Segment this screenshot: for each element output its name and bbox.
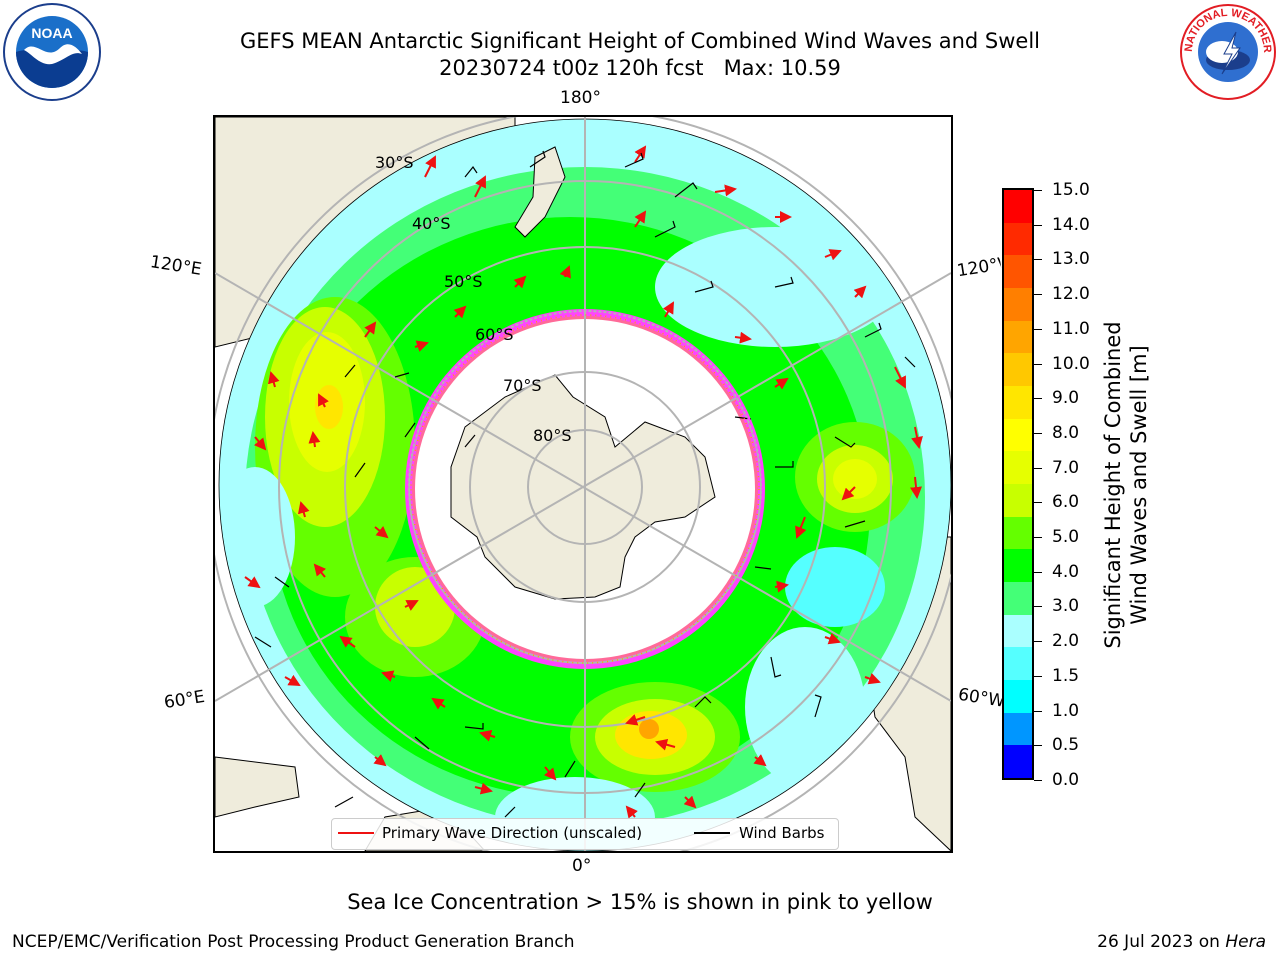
wind-barbs <box>254 150 916 818</box>
lat-label-70s: 70°S <box>503 376 542 395</box>
colorbar-segment <box>1004 614 1032 648</box>
colorbar-tick-label: 3.0 <box>1052 596 1080 617</box>
lat-label-30s: 30°S <box>375 153 414 172</box>
colorbar-segment <box>1004 647 1032 681</box>
colorbar-segment <box>1004 712 1032 746</box>
lon-label-60w: 60°W <box>956 684 1004 712</box>
colorbar-segment <box>1004 680 1032 713</box>
colorbar-tick-mark <box>1034 328 1042 330</box>
lon-label-0: 0° <box>572 856 592 876</box>
colorbar-tick-mark <box>1034 363 1042 365</box>
lon-label-120w: 120°W <box>955 254 1003 282</box>
colorbar-segment <box>1004 516 1032 550</box>
colorbar-tick-label: 2.0 <box>1052 631 1080 652</box>
colorbar-tick-label: 1.5 <box>1052 665 1080 686</box>
colorbar-tick-mark <box>1034 502 1042 504</box>
footer-credit: NCEP/EMC/Verification Post Processing Pr… <box>12 932 575 952</box>
lon-label-120e: 120°E <box>148 252 203 280</box>
colorbar-tick-mark <box>1034 224 1042 226</box>
polar-map <box>215 117 951 851</box>
colorbar-tick-mark <box>1034 467 1042 469</box>
colorbar-tick-mark <box>1034 675 1042 677</box>
colorbar-tick-label: 11.0 <box>1052 318 1090 339</box>
colorbar-segment <box>1004 549 1032 583</box>
colorbar-tick-mark <box>1034 571 1042 573</box>
colorbar-segment <box>1004 418 1032 452</box>
colorbar-segment <box>1004 320 1032 354</box>
colorbar-tick-mark <box>1034 710 1042 712</box>
colorbar-tick-label: 6.0 <box>1052 492 1080 513</box>
sea-ice-note: Sea Ice Concentration > 15% is shown in … <box>347 890 933 914</box>
colorbar-segment <box>1004 451 1032 485</box>
colorbar-tick-label: 0.5 <box>1052 735 1080 756</box>
colorbar-segment <box>1004 353 1032 387</box>
colorbar-tick-mark <box>1034 294 1042 296</box>
colorbar-tick-mark <box>1034 190 1042 191</box>
colorbar-tick-label: 4.0 <box>1052 561 1080 582</box>
colorbar-tick-mark <box>1034 537 1042 539</box>
colorbar-segment <box>1004 190 1032 223</box>
colorbar-title-line-1: Significant Height of Combined <box>1101 321 1125 649</box>
colorbar-tick-mark <box>1034 606 1042 608</box>
lat-label-50s: 50°S <box>444 272 483 291</box>
colorbar-tick-label: 5.0 <box>1052 527 1080 548</box>
svg-text:NOAA: NOAA <box>31 25 72 41</box>
lat-label-60s: 60°S <box>475 325 514 344</box>
wave-direction-arrows <box>244 145 923 819</box>
colorbar <box>1002 188 1034 780</box>
colorbar-tick-mark <box>1034 259 1042 261</box>
colorbar-tick-label: 7.0 <box>1052 457 1080 478</box>
colorbar-tick-mark <box>1034 745 1042 747</box>
footer-date: 26 Jul 2023 on Hera <box>1097 932 1266 952</box>
lat-label-80s: 80°S <box>533 426 572 445</box>
colorbar-tick-label: 15.0 <box>1052 180 1090 200</box>
wind-barbs-legend-line <box>694 832 730 834</box>
wind-barbs-legend-label: Wind Barbs <box>739 824 825 842</box>
colorbar-title: Significant Height of Combined Wind Wave… <box>1100 320 1152 650</box>
wave-direction-legend-line <box>338 832 374 834</box>
colorbar-title-line-2: Wind Waves and Swell [m] <box>1127 345 1151 625</box>
colorbar-tick-label: 14.0 <box>1052 214 1090 235</box>
colorbar-tick-label: 10.0 <box>1052 353 1090 374</box>
map-legend: Primary Wave Direction (unscaled) Wind B… <box>331 818 839 850</box>
colorbar-segment <box>1004 484 1032 517</box>
graticule <box>215 117 951 851</box>
footer-machine: Hera <box>1225 932 1266 952</box>
colorbar-tick-mark <box>1034 398 1042 400</box>
colorbar-tick-label: 13.0 <box>1052 249 1090 270</box>
title-line-1: GEFS MEAN Antarctic Significant Height o… <box>239 29 1041 53</box>
colorbar-tick-label: 1.0 <box>1052 700 1080 721</box>
colorbar-tick-mark <box>1034 641 1042 643</box>
colorbar-segment <box>1004 288 1032 321</box>
colorbar-tick-label: 12.0 <box>1052 284 1090 305</box>
map-panel <box>213 115 953 853</box>
lon-label-60e: 60°E <box>162 686 207 714</box>
chart-title: GEFS MEAN Antarctic Significant Height o… <box>0 28 1280 82</box>
wave-direction-legend-label: Primary Wave Direction (unscaled) <box>382 824 643 842</box>
title-line-2: 20230724 t00z 120h fcst Max: 10.59 <box>439 56 841 80</box>
colorbar-segment <box>1004 255 1032 289</box>
nws-logo: NATIONAL WEATHER SERVICE <box>1174 0 1278 102</box>
africa-land <box>215 756 300 818</box>
colorbar-segment <box>1004 386 1032 419</box>
colorbar-tick-mark <box>1034 432 1042 434</box>
new-zealand-land <box>514 146 566 238</box>
colorbar-tick-label: 0.0 <box>1052 770 1080 790</box>
colorbar-tick-mark <box>1034 780 1042 781</box>
colorbar-tick-label: 8.0 <box>1052 422 1080 443</box>
colorbar-segment <box>1004 745 1032 779</box>
footer-date-text: 26 Jul 2023 on <box>1097 932 1220 952</box>
colorbar-segment <box>1004 582 1032 615</box>
colorbar-tick-label: 9.0 <box>1052 388 1080 409</box>
noaa-logo: NOAA <box>2 2 102 102</box>
lon-label-180: 180° <box>560 88 601 108</box>
colorbar-segment <box>1004 222 1032 256</box>
lat-label-40s: 40°S <box>412 214 451 233</box>
